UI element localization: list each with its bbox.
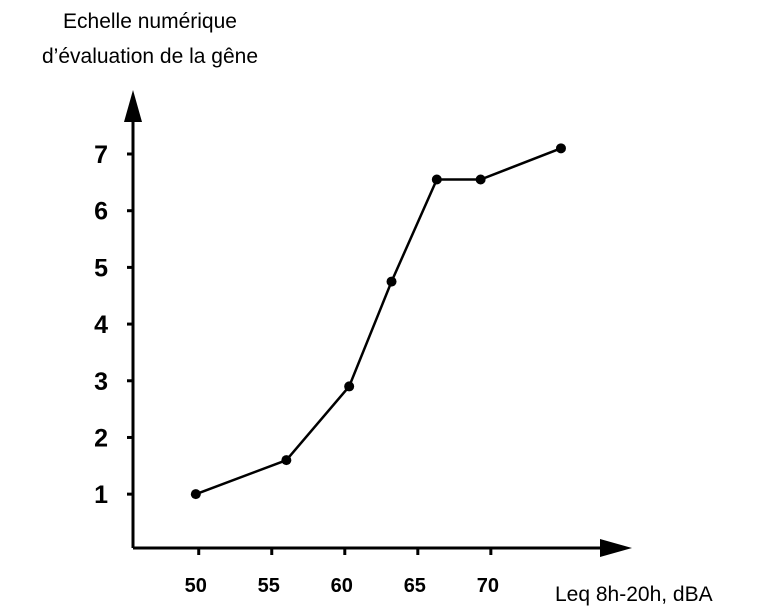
- series-line: [195, 147, 562, 496]
- y-tick-label: 5: [94, 254, 108, 282]
- y-axis-ticks: 1 2 3 4 5 6 7: [94, 141, 133, 509]
- y-tick-label: 4: [94, 311, 108, 339]
- x-tick-label: 50: [185, 575, 207, 597]
- data-point: [386, 276, 397, 287]
- data-point: [281, 455, 292, 466]
- y-tick-label: 2: [94, 424, 108, 452]
- y-tick-label: 7: [94, 141, 108, 169]
- y-tick-label: 3: [94, 368, 108, 396]
- data-point: [344, 381, 355, 392]
- y-axis-title-line-2: d’évaluation de la gêne: [41, 45, 258, 68]
- plot-area: [190, 143, 566, 500]
- y-tick-label: 6: [94, 198, 108, 226]
- x-axis-arrow: [600, 539, 632, 557]
- x-tick-label: 70: [477, 575, 499, 597]
- y-axis-arrow: [124, 90, 142, 122]
- y-tick-label: 1: [94, 481, 108, 509]
- chart-axes: [124, 90, 632, 557]
- data-point: [190, 489, 201, 500]
- data-point: [555, 143, 566, 154]
- x-tick-label: 65: [404, 575, 426, 597]
- x-tick-label: 60: [331, 575, 353, 597]
- data-point: [475, 174, 486, 185]
- y-axis-title-line-1: Echelle numérique: [63, 10, 237, 33]
- data-point: [431, 174, 442, 185]
- x-axis-title: Leq 8h-20h, dBA: [555, 583, 713, 606]
- x-axis-ticks: 50 55 60 65 70: [185, 548, 499, 597]
- x-tick-label: 55: [258, 575, 280, 597]
